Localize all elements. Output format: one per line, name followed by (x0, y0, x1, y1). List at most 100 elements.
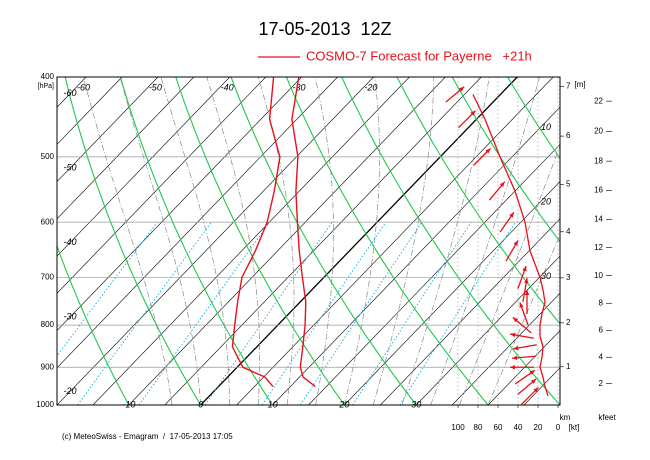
moist-adiabat (206, 77, 260, 405)
wind-arrow-head (522, 266, 527, 272)
wind-arrow (514, 369, 536, 385)
moist-adiabat (430, 77, 540, 405)
isotherm (200, 77, 518, 405)
kfeet-tick-label: 14 (594, 214, 603, 223)
wind-arrow (522, 277, 529, 302)
wind-arrow-head (524, 278, 529, 284)
isotherm (57, 77, 302, 331)
wind-arrow-head (513, 240, 518, 246)
isotherm (128, 77, 446, 405)
mixing-ratio (57, 221, 158, 357)
isotherm (0, 77, 50, 405)
wind-arrow (517, 265, 527, 289)
speed-tick-label: 20 (534, 423, 543, 432)
moist-adiabat (372, 77, 435, 405)
isotherm-label: 10 (268, 399, 278, 409)
isotherm-label: 20 (338, 399, 349, 409)
wind-arrow (524, 290, 530, 315)
mixing-ratio (138, 221, 271, 405)
wind-arrow (499, 211, 515, 233)
wind-arrow-head (509, 212, 514, 218)
kfeet-tick-label: 8 (599, 298, 604, 307)
kfeet-tick-label: 2 (599, 379, 604, 388)
isotherm-label: -30 (293, 82, 306, 92)
isotherm-label: -20 (63, 386, 76, 396)
wind-arrow (517, 378, 537, 395)
wind-arrow (445, 86, 465, 103)
km-tick-label: 6 (566, 131, 571, 140)
moist-adiabat (314, 77, 334, 405)
kfeet-axis-label: kfeet (598, 413, 616, 422)
wind-arrow (511, 355, 537, 361)
dry-adiabat (64, 77, 202, 405)
isotherm (57, 77, 159, 183)
isotherm (344, 181, 560, 405)
y-axis-label: [hPa] (38, 83, 54, 90)
isotherm-label: -30 (63, 311, 76, 321)
dry-adiabat (507, 77, 560, 160)
dry-adiabat (563, 77, 650, 405)
kfeet-tick-label: 10 (594, 271, 603, 280)
dry-adiabat (618, 77, 650, 405)
wind-arrow-head (529, 370, 535, 375)
isotherm (57, 77, 338, 369)
speed-tick-label: 0 (556, 423, 561, 432)
wind-arrow-head (524, 290, 530, 296)
isotherm (57, 77, 195, 220)
kfeet-tick-label: 20 (594, 126, 603, 135)
moist-adiabat (257, 77, 295, 405)
wind-arrow (458, 110, 476, 129)
km-tick-label: 3 (566, 273, 571, 282)
isotherm (559, 404, 560, 405)
y-tick-label: 400 (41, 72, 55, 81)
isotherm (164, 77, 482, 405)
moist-adiabat (401, 77, 490, 405)
wind-arrow (473, 147, 491, 166)
isotherm-label: 20 (540, 196, 551, 206)
km-axis-label: km (560, 413, 571, 422)
wind-arrow (505, 240, 519, 262)
wind-arrow-head (512, 317, 519, 323)
wind-arrow-head (470, 110, 476, 116)
legend-entry: COSMO-7 Forecast for Payerne +21h (306, 48, 532, 63)
isotherm-label: -20 (364, 82, 377, 92)
wind-arrow (510, 365, 534, 370)
km-tick-label: 1 (566, 362, 571, 371)
wind-arrow (521, 386, 539, 405)
isotherm-label: -40 (63, 237, 76, 247)
isotherm-label: -50 (63, 163, 76, 173)
height-axis-label: [m] (574, 80, 585, 89)
y-tick-label: 900 (41, 362, 55, 371)
chart-title: 17-05-2013 12Z (258, 19, 391, 39)
isotherm (57, 77, 123, 145)
speed-axis-label: [kt] (569, 423, 580, 432)
km-tick-label: 4 (566, 227, 571, 236)
mixing-ratio (261, 221, 387, 405)
speed-tick-label: 60 (494, 423, 503, 432)
speed-tick-label: 100 (451, 423, 465, 432)
isotherm (596, 77, 650, 405)
isotherm (632, 77, 650, 405)
wind-arrow (513, 344, 537, 351)
moist-adiabat (487, 233, 560, 405)
kfeet-tick-label: 22 (594, 96, 603, 105)
plot-frame (56, 76, 561, 406)
isotherm (92, 77, 410, 405)
profile-line (291, 77, 316, 388)
isotherm (308, 143, 560, 405)
wind-arrow-head (512, 355, 518, 361)
isotherm-label: -60 (63, 88, 76, 98)
isotherm (236, 77, 554, 405)
mixing-ratio (399, 221, 516, 405)
wind-arrow-head (519, 302, 524, 308)
speed-tick-label: 40 (514, 423, 523, 432)
background-lines (0, 77, 650, 405)
y-tick-label: 500 (41, 152, 55, 161)
isotherm-label: 30 (411, 399, 421, 409)
isotherm (0, 77, 14, 405)
dry-adiabat (57, 403, 58, 405)
isotherm-label: -60 (77, 82, 90, 92)
profile-line (231, 77, 281, 388)
y-tick-label: 1000 (36, 400, 54, 409)
